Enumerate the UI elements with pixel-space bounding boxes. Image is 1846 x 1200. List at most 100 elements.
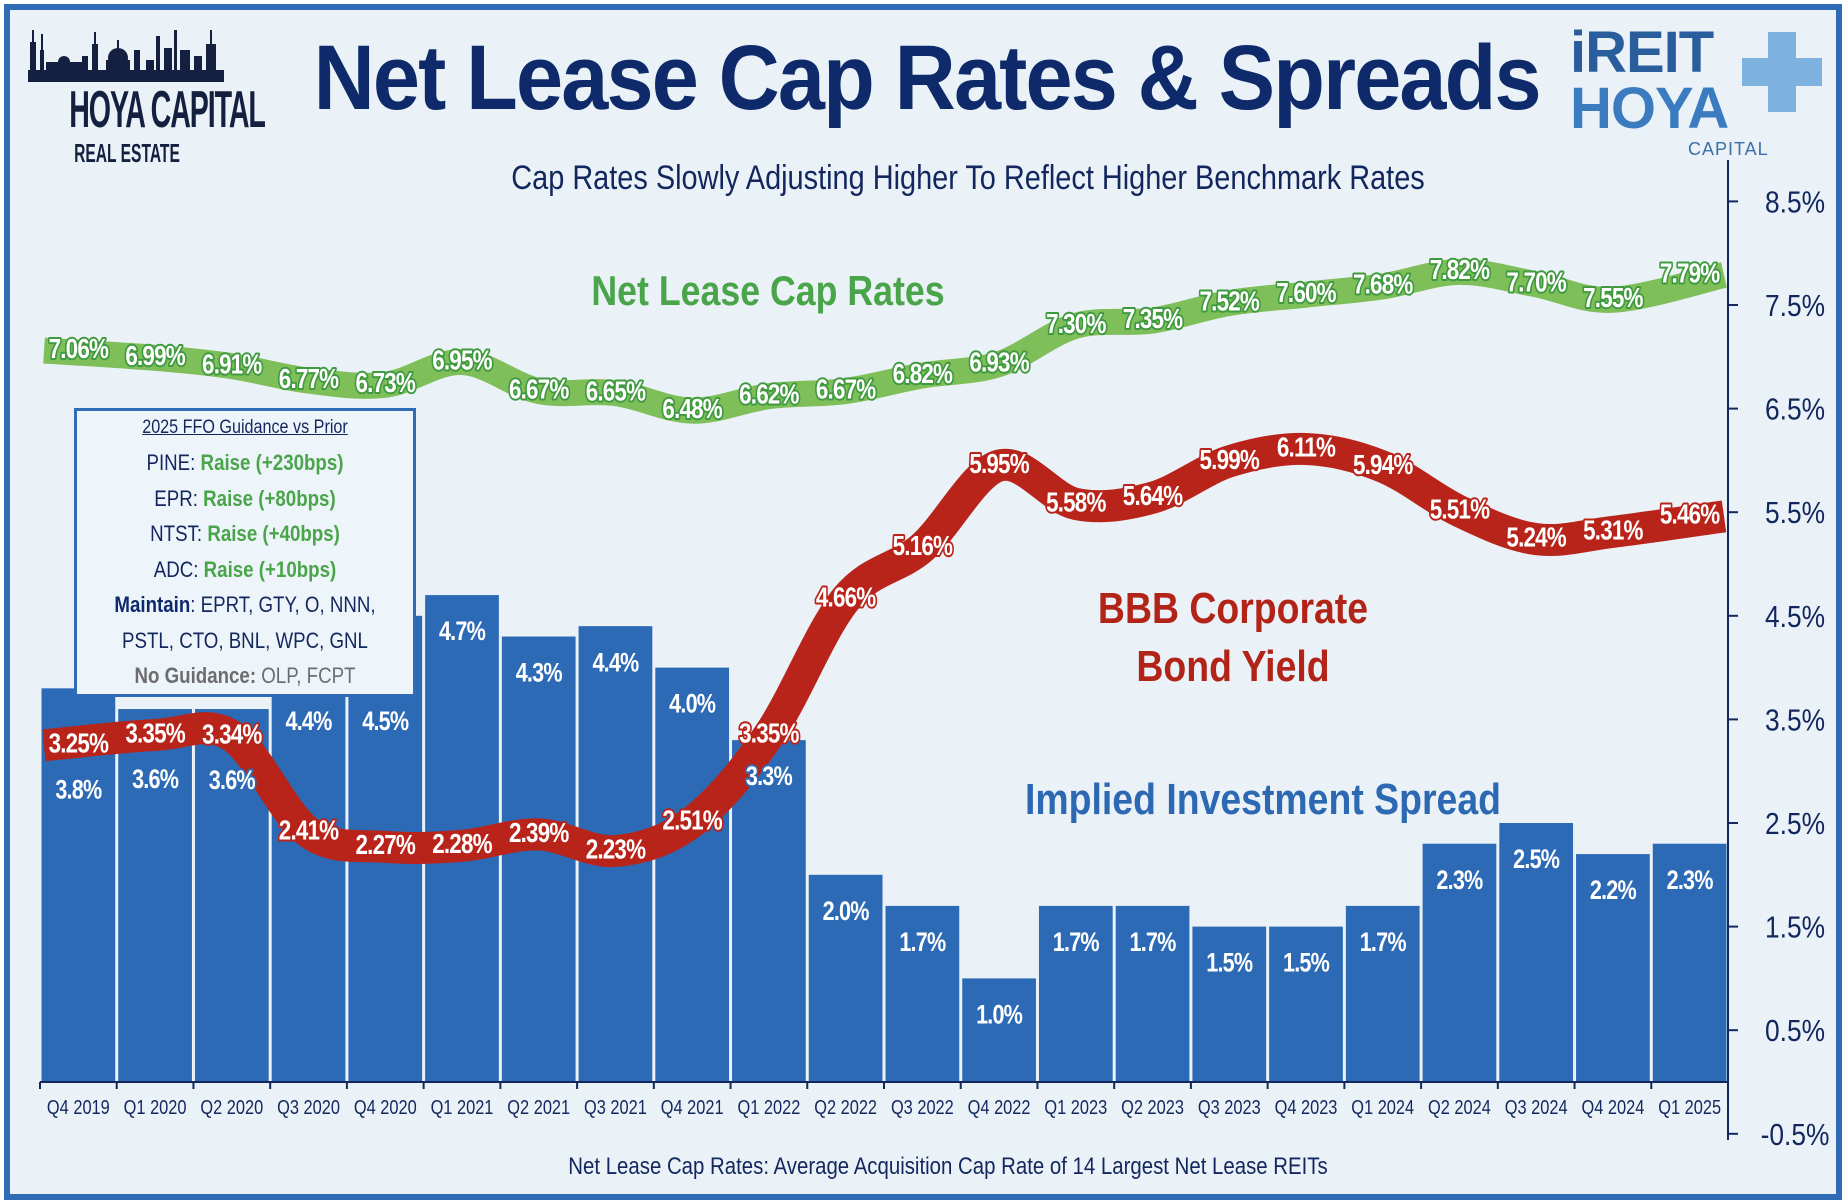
guidance-row: EPR: Raise (+80bps) <box>102 481 388 517</box>
spread-data-label: 3.3% <box>746 762 793 792</box>
bbb-data-label: 3.25% <box>49 728 109 759</box>
y-tick-label: 1.5% <box>1765 911 1825 945</box>
bbb-data-label: 5.64% <box>1123 481 1183 512</box>
cap-rate-data-label: 7.68% <box>1353 269 1413 300</box>
cap-rate-data-label: 7.79% <box>1660 258 1720 289</box>
cap-rate-data-label: 7.55% <box>1583 283 1643 314</box>
ireit-logo-top: iREIT <box>1570 20 1714 85</box>
hoya-logo-sub: REAL ESTATE <box>74 138 180 168</box>
spread-bar <box>118 709 192 1082</box>
spread-bar <box>1115 905 1190 1082</box>
maintain-label: Maintain <box>114 592 191 617</box>
bbb-yield-line <box>42 432 1727 868</box>
bbb-data-label: 5.51% <box>1430 494 1490 525</box>
guidance-value: Raise (+80bps) <box>203 485 336 511</box>
spread-data-label: 2.2% <box>1590 876 1637 906</box>
cap-rate-data-label: 6.67% <box>816 374 876 405</box>
guidance-value: Raise (+10bps) <box>203 556 337 582</box>
spread-bar <box>501 636 576 1082</box>
spread-data-label: 4.7% <box>439 617 486 647</box>
spread-data-label: 1.7% <box>1053 928 1100 958</box>
x-tick-label: Q3 2024 <box>1505 1095 1568 1118</box>
x-tick-label: Q2 2022 <box>814 1095 877 1118</box>
x-tick-label: Q4 2024 <box>1581 1095 1644 1118</box>
cap-rate-data-label: 6.91% <box>202 349 262 380</box>
spread-data-label: 1.7% <box>899 928 946 958</box>
guidance-value: Raise (+40bps) <box>207 521 340 546</box>
spread-bar <box>1576 854 1650 1082</box>
chart-subtitle: Cap Rates Slowly Adjusting Higher To Ref… <box>511 159 1425 197</box>
plus-icon <box>1742 32 1822 112</box>
guidance-ticker: ADC: <box>153 556 199 582</box>
spread-data-label: 3.8% <box>55 775 102 805</box>
spread-bar <box>1038 905 1113 1082</box>
cap-rate-data-label: 6.67% <box>509 374 569 405</box>
x-tick-label: Q4 2021 <box>661 1095 724 1118</box>
x-tick-label: Q4 2022 <box>968 1095 1031 1118</box>
x-tick-label: Q1 2020 <box>124 1095 187 1118</box>
bbb-data-label: 5.16% <box>893 531 953 562</box>
guidance-row: ADC: Raise (+10bps) <box>102 552 388 588</box>
no-guidance-label: No Guidance: <box>134 663 257 688</box>
no-guidance-list: OLP, FCPT <box>256 663 356 688</box>
y-tick-label: 6.5% <box>1765 393 1825 427</box>
spread-data-label: 4.4% <box>592 648 639 678</box>
bbb-data-label: 3.35% <box>125 718 185 749</box>
cap-rate-data-label: 6.73% <box>356 368 416 399</box>
guidance-ticker: PINE: <box>146 450 196 475</box>
spread-bar <box>1269 926 1343 1082</box>
guidance-ticker: NTST: <box>150 521 203 546</box>
x-tick-label: Q3 2021 <box>584 1095 647 1118</box>
maintain-list-2: PSTL, CTO, BNL, WPC, GNL <box>122 627 368 653</box>
spread-bar <box>655 667 730 1082</box>
cap-rate-data-label: 7.52% <box>1200 286 1260 317</box>
spread-data-label: 4.3% <box>516 658 563 688</box>
cap-rate-series-label: Net Lease Cap Rates <box>591 267 945 314</box>
bbb-data-label: 2.39% <box>509 818 569 849</box>
cap-rate-data-label: 7.60% <box>1276 278 1336 309</box>
cap-rate-data-label: 6.82% <box>893 359 953 390</box>
y-tick-label: 0.5% <box>1765 1014 1825 1048</box>
cap-rate-data-label: 7.82% <box>1430 255 1490 286</box>
bbb-data-label: 3.34% <box>202 719 262 750</box>
x-tick-label: Q2 2023 <box>1121 1095 1184 1118</box>
spread-data-label: 2.3% <box>1436 866 1483 896</box>
spread-data-label: 2.5% <box>1513 845 1560 875</box>
x-tick-label: Q1 2021 <box>431 1095 494 1118</box>
spread-data-label: 4.0% <box>669 690 716 720</box>
cap-rate-data-label: 6.65% <box>586 376 646 407</box>
bbb-data-label: 3.35% <box>739 718 799 749</box>
x-tick-label: Q1 2023 <box>1044 1095 1107 1118</box>
y-tick-label: 7.5% <box>1765 289 1825 323</box>
bbb-data-label: 2.28% <box>432 829 492 860</box>
bbb-series-label: BBB Corporate Bond Yield <box>1021 580 1446 696</box>
spread-bar <box>1652 843 1727 1082</box>
spread-series-label: Implied Investment Spread <box>1025 775 1501 824</box>
spread-bar <box>808 874 883 1082</box>
guidance-value: Raise (+230bps) <box>200 450 344 475</box>
hoya-capital-logo: HOYA CAPITAL REAL ESTATE <box>22 20 266 170</box>
guidance-maintain: Maintain: EPRT, GTY, O, NNN, <box>102 587 388 623</box>
y-tick-label: 2.5% <box>1765 807 1825 841</box>
cap-rate-line <box>43 258 1728 424</box>
y-tick-label: 3.5% <box>1765 703 1825 737</box>
spread-bar <box>1192 926 1267 1082</box>
spread-bar <box>732 740 806 1082</box>
x-tick-label: Q3 2022 <box>891 1095 954 1118</box>
y-tick-label: -0.5% <box>1761 1118 1830 1152</box>
spread-bar <box>1345 905 1420 1082</box>
bbb-data-label: 5.46% <box>1660 499 1720 530</box>
bbb-data-label: 5.94% <box>1353 450 1413 481</box>
x-tick-label: Q1 2025 <box>1658 1095 1721 1118</box>
spread-data-label: 1.7% <box>1360 928 1407 958</box>
y-tick-label: 5.5% <box>1765 496 1825 530</box>
guidance-title: 2025 FFO Guidance vs Prior <box>142 417 348 438</box>
x-tick-label: Q1 2022 <box>737 1095 800 1118</box>
y-tick-label: 8.5% <box>1765 185 1825 219</box>
guidance-ticker: EPR: <box>154 485 198 511</box>
bbb-data-label: 5.24% <box>1506 522 1566 553</box>
page-title: Net Lease Cap Rates & Spreads <box>313 27 1542 129</box>
spread-data-label: 4.4% <box>286 707 333 737</box>
cap-rate-data-label: 7.06% <box>49 334 109 365</box>
